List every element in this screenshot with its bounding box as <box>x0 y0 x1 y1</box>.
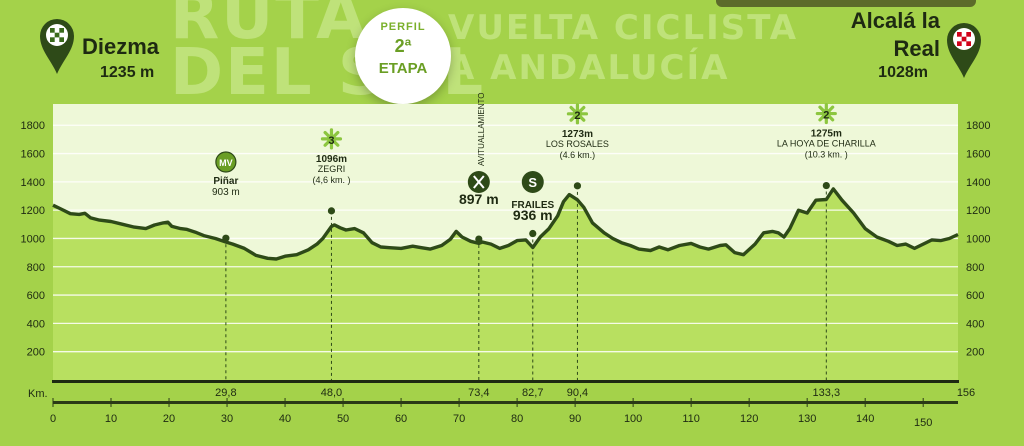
x-tick-90: 90 <box>569 413 581 425</box>
badge-stage-number: 2ª <box>394 36 412 56</box>
poi-km-la-hoya-de-charilla: 133,3 <box>813 387 841 399</box>
climb-star-icon <box>566 103 589 125</box>
top-band <box>716 0 976 7</box>
y-tick-left-1600: 1600 <box>21 149 45 161</box>
poi-icon-label-los-rosales: 2 <box>574 110 580 122</box>
y-tick-right-1800: 1800 <box>966 120 990 132</box>
poi-km-frailes: 82,7 <box>522 387 543 399</box>
poi-name-la-hoya-de-charilla: LA HOYA DE CHARILLA <box>777 139 876 149</box>
x-tick-50: 50 <box>337 413 349 425</box>
poi-name-los-rosales: LOS ROSALES <box>546 139 609 149</box>
x-tick-120: 120 <box>740 413 758 425</box>
y-tick-right-800: 800 <box>966 262 984 274</box>
y-tick-right-1000: 1000 <box>966 233 990 245</box>
mv-badge-icon <box>215 151 237 173</box>
poi-km-pi-ar: 29,8 <box>215 387 236 399</box>
x-tick-30: 30 <box>221 413 233 425</box>
x-tick-20: 20 <box>163 413 175 425</box>
watermark-a-andalucia: A ANDALUCÍA <box>448 48 730 88</box>
y-tick-right-200: 200 <box>966 347 984 359</box>
poi-marker-la-hoya-de-charilla <box>822 181 830 190</box>
poi-name-frailes: FRAILES <box>511 200 554 211</box>
x-axis-label: Km. <box>28 388 48 400</box>
poi-elev-la-hoya-de-charilla: 1275m <box>811 129 842 140</box>
start-pin-icon <box>40 19 74 74</box>
start-elevation: 1235 m <box>100 64 155 81</box>
km-ruler <box>53 401 958 404</box>
poi-elev-pi-ar: 903 m <box>212 187 240 198</box>
y-tick-left-1000: 1000 <box>21 233 45 245</box>
finish-pin-icon <box>947 23 981 78</box>
poi-icon-label-frailes: S <box>528 175 537 190</box>
x-end-label: 156 <box>957 387 975 399</box>
x-tick-60: 60 <box>395 413 407 425</box>
climb-star-icon <box>320 128 343 150</box>
y-tick-left-1800: 1800 <box>21 120 45 132</box>
poi-km-avituallamiento: 73,4 <box>468 387 489 399</box>
x-tick-80: 80 <box>511 413 523 425</box>
profile-line <box>52 187 959 261</box>
poi-elev-zegri: 1096m <box>316 154 347 165</box>
poi-elev-los-rosales: 1273m <box>562 129 593 140</box>
profile-area <box>53 188 958 380</box>
y-tick-right-1200: 1200 <box>966 205 990 217</box>
poi-elev-avituallamiento: 897 m <box>459 191 499 207</box>
y-tick-right-600: 600 <box>966 290 984 302</box>
finish-elevation: 1028m <box>878 64 928 81</box>
poi-marker-frailes <box>529 229 537 238</box>
poi-elev-frailes: 936 m <box>513 207 553 223</box>
feed-zone-icon <box>467 171 490 193</box>
y-tick-right-1400: 1400 <box>966 177 990 189</box>
y-tick-right-400: 400 <box>966 318 984 330</box>
y-tick-left-600: 600 <box>27 290 45 302</box>
x-tick-150: 150 <box>914 417 932 429</box>
badge-etapa: ETAPA <box>378 60 428 77</box>
poi-name-avituallamiento: AVITUALLAMIENTO <box>477 93 486 166</box>
climb-star-icon <box>815 102 837 125</box>
poi-name-zegri: ZEGRI <box>318 164 346 174</box>
y-tick-right-1600: 1600 <box>966 149 990 161</box>
poi-dist-la-hoya-de-charilla: (10.3 km. ) <box>805 150 848 160</box>
y-tick-left-400: 400 <box>27 318 45 330</box>
watermark-vuelta-ciclista: VUELTA CICLISTA <box>448 8 799 48</box>
x-tick-40: 40 <box>279 413 291 425</box>
poi-dist-los-rosales: (4.6 km.) <box>560 150 596 160</box>
poi-marker-avituallamiento <box>475 235 483 243</box>
poi-icon-label-pi-ar: MV <box>219 158 233 168</box>
x-tick-0: 0 <box>50 413 56 425</box>
poi-icon-label-zegri: 3 <box>328 135 334 147</box>
y-tick-left-200: 200 <box>27 347 45 359</box>
poi-marker-los-rosales <box>573 182 582 190</box>
x-tick-110: 110 <box>682 413 700 425</box>
sprint-icon <box>521 171 544 193</box>
finish-town-name-line1: Alcalá la <box>850 8 940 33</box>
y-tick-left-1400: 1400 <box>21 177 45 189</box>
y-tick-left-800: 800 <box>27 262 45 274</box>
poi-marker-pi-ar <box>222 234 230 242</box>
x-tick-100: 100 <box>624 413 642 425</box>
watermark-ruta: RUTA <box>170 0 368 54</box>
poi-dist-zegri: (4,6 km. ) <box>312 175 350 185</box>
x-tick-140: 140 <box>856 413 874 425</box>
start-town-name: Diezma <box>82 34 160 59</box>
finish-town-name-line2: Real <box>893 36 940 61</box>
x-tick-70: 70 <box>453 413 465 425</box>
x-tick-130: 130 <box>798 413 816 425</box>
x-tick-10: 10 <box>105 413 117 425</box>
poi-marker-zegri <box>327 207 336 215</box>
chart-baseline <box>52 380 959 383</box>
badge-perfil: PERFIL <box>380 21 426 33</box>
stage-badge: PERFIL 2ª ETAPA <box>355 8 451 104</box>
poi-km-los-rosales: 90,4 <box>567 387 588 399</box>
poi-km-zegri: 48,0 <box>321 387 342 399</box>
poi-icon-label-la-hoya-de-charilla: 2 <box>823 110 829 122</box>
poi-name-pi-ar: Piñar <box>213 176 238 187</box>
y-tick-left-1200: 1200 <box>21 205 45 217</box>
